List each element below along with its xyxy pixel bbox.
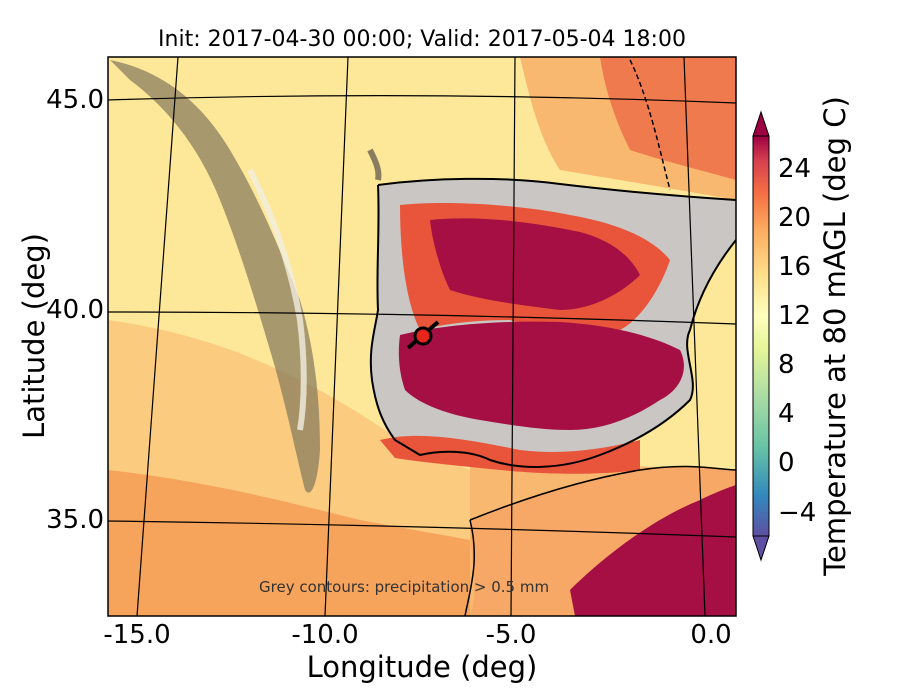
africa-coastline — [464, 465, 736, 616]
north-coastline — [377, 177, 736, 201]
lon-minus15-line — [136, 57, 179, 616]
ocean-warm-zone — [108, 470, 470, 616]
colorbar-min-extend — [752, 535, 770, 562]
site-marker — [406, 320, 440, 350]
colorbar-tick-0: 0 — [778, 448, 795, 478]
france-coastline — [629, 59, 671, 191]
colorbar-tick-minus4: −4 — [778, 498, 817, 528]
y-tick-45: 45.0 — [46, 85, 104, 115]
x-axis-label: Longitude (deg) — [306, 650, 538, 684]
colorbar-tick-20: 20 — [778, 203, 812, 233]
lon-0-line — [683, 57, 706, 616]
colorbar-tick-8: 8 — [778, 350, 795, 380]
graticule — [108, 57, 736, 616]
iberia-coastline — [369, 184, 736, 468]
colorbar-tick-16: 16 — [778, 252, 812, 282]
andalusia-warm — [380, 435, 640, 474]
colorbar-tick-4: 4 — [778, 399, 795, 429]
south-meseta-hot — [398, 321, 684, 430]
colorbar — [752, 110, 770, 562]
france-hot-zone — [600, 57, 736, 180]
colorbar-tick-24: 24 — [778, 154, 812, 184]
y-tick-35: 35.0 — [46, 505, 104, 535]
precip-annotation: Grey contours: precipitation > 0.5 mm — [259, 578, 550, 596]
map-plot-area — [108, 57, 736, 616]
colorbar-tick-12: 12 — [778, 301, 812, 331]
lat-45-line — [108, 95, 736, 104]
x-tick-minus10: -10.0 — [291, 620, 359, 650]
x-tick-0: 0.0 — [690, 620, 732, 650]
africa-hot — [570, 485, 736, 616]
lat-35-line — [108, 520, 736, 538]
lat-40-line — [108, 311, 736, 325]
precip-patch — [367, 148, 382, 181]
site-marker-dot — [413, 326, 433, 346]
map-frame — [107, 56, 737, 617]
atlantic-precip-band — [110, 60, 320, 493]
y-tick-40: 40.0 — [46, 295, 104, 325]
x-tick-minus5: -5.0 — [485, 620, 537, 650]
colorbar-label: Temperature at 80 mAGL (deg C) — [818, 96, 852, 576]
y-axis-label: Latitude (deg) — [17, 233, 51, 439]
precip-core — [247, 168, 307, 431]
lon-minus10-line — [324, 57, 349, 616]
x-tick-minus15: -15.0 — [103, 620, 171, 650]
lon-minus5-line — [510, 57, 516, 616]
colorbar-scale — [752, 135, 770, 537]
colorbar-max-extend — [752, 110, 770, 137]
north-meseta-hot — [430, 218, 640, 310]
map-title: Init: 2017-04-30 00:00; Valid: 2017-05-0… — [158, 27, 686, 52]
